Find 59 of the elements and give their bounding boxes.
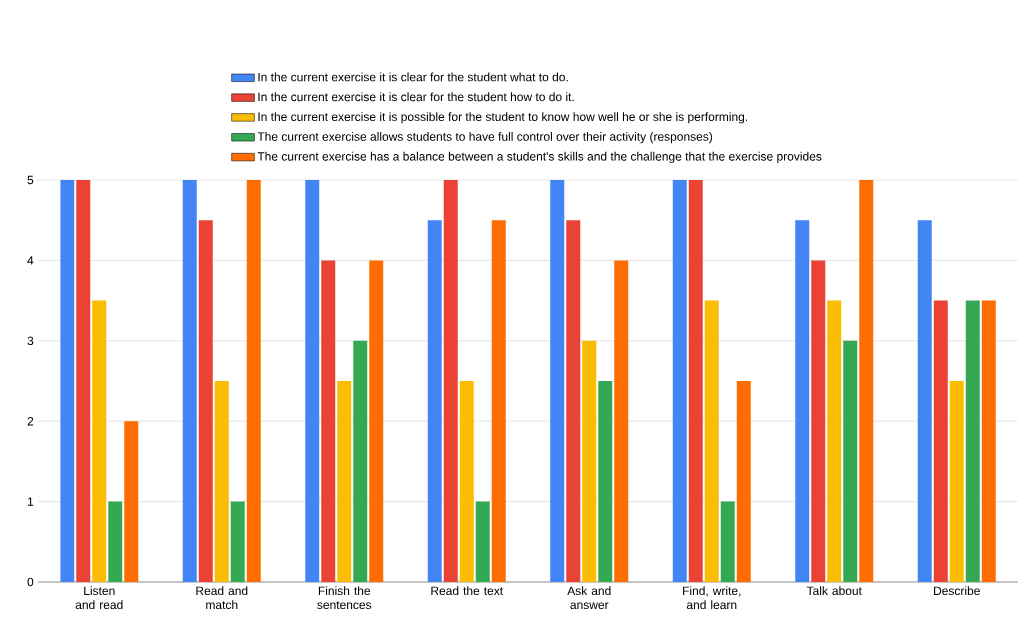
bar: [582, 340, 597, 582]
bar: [566, 220, 581, 582]
y-tick-label: 0: [27, 577, 34, 587]
bar: [917, 220, 932, 582]
bar: [108, 501, 123, 582]
bar: [475, 501, 490, 582]
legend-label: In the current exercise it is clear for the student what to do.: [258, 72, 568, 82]
bar: [843, 340, 858, 582]
bar: [720, 501, 735, 582]
x-tick-label: Find, write, and learn: [683, 586, 741, 610]
bar: [459, 381, 474, 582]
bar: [795, 220, 810, 582]
y-tick-label: 5: [27, 175, 34, 185]
legend-label: In the current exercise it is possible for the student to know how well he or she is performing.: [258, 112, 748, 124]
bar: [949, 381, 964, 582]
bar: [550, 180, 565, 582]
x-tick-label: Talk about: [806, 586, 862, 596]
bar: [60, 180, 75, 582]
y-tick-label: 2: [27, 417, 34, 426]
bar: [598, 381, 613, 582]
bar: [704, 300, 719, 582]
bar: [827, 300, 842, 582]
bar: [688, 180, 703, 582]
bar: [198, 220, 213, 582]
bar: [614, 260, 629, 582]
y-tick-label: 1: [27, 497, 34, 506]
bar: [321, 260, 336, 582]
x-tick-label: Listen and read: [75, 586, 123, 610]
x-tick-label: Ask and answer: [567, 586, 611, 610]
bar: [246, 180, 261, 582]
bar: [76, 180, 91, 582]
bar: [443, 180, 458, 582]
bar: [491, 220, 506, 582]
bar: [353, 340, 368, 582]
y-tick-label: 4: [27, 256, 34, 265]
bar: [230, 501, 245, 582]
bar: [124, 421, 139, 582]
x-tick-label: Read the text: [431, 586, 503, 596]
bar: [182, 180, 197, 582]
bar: [369, 260, 384, 582]
x-tick-label: Describe: [934, 586, 980, 596]
bar: [933, 300, 948, 582]
bar: [214, 381, 229, 582]
bar: [305, 180, 320, 582]
y-tick-label: 3: [27, 336, 34, 346]
bar: [811, 260, 826, 582]
bar: [736, 381, 751, 582]
legend-label: In the current exercise it is clear for the student how to do it.: [258, 92, 574, 102]
bar: [92, 300, 107, 582]
bar: [859, 180, 874, 582]
bar: [427, 220, 442, 582]
bar: [337, 381, 352, 582]
legend-label: The current exercise has a balance between a student's skills and the challenge that the exercise provides: [257, 151, 822, 164]
x-tick-label: Read and match: [196, 586, 248, 610]
bar: [981, 300, 996, 582]
x-tick-label: Finish the sentences: [317, 586, 372, 610]
bar: [672, 180, 687, 582]
bar: [965, 300, 980, 582]
legend-label: The current exercise allows students to have full control over their activity (responses): [257, 132, 713, 144]
